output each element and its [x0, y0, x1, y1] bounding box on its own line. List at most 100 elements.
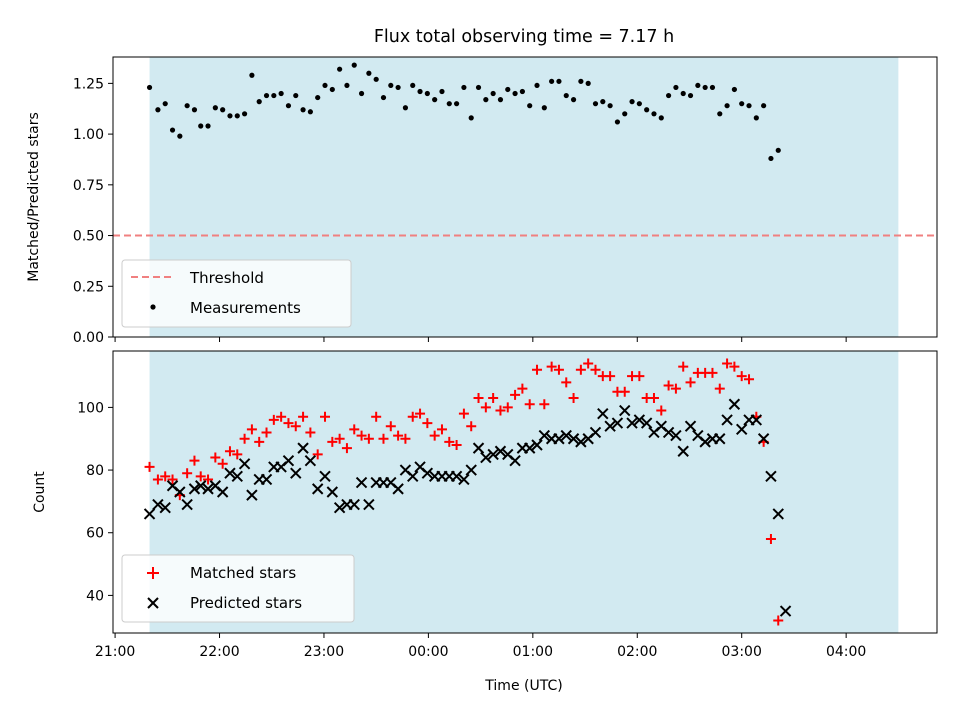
- predicted-star-point: [152, 498, 164, 511]
- matched-star-point: [480, 402, 491, 413]
- y-tick-label-count: 40: [86, 588, 104, 604]
- measurement-point: [424, 90, 430, 97]
- measurement-point: [300, 107, 306, 113]
- measurement-point: [673, 84, 679, 91]
- predicted-star-point: [765, 470, 777, 483]
- measurement-point: [709, 84, 716, 91]
- matched-star-point: [217, 458, 228, 469]
- predicted-star-point: [355, 476, 368, 489]
- measurement-point: [432, 97, 438, 103]
- x-tick-label: 04:00: [826, 644, 866, 660]
- predicted-star-point: [560, 429, 572, 442]
- measurement-point: [177, 133, 183, 139]
- measurement-point: [446, 101, 452, 107]
- predicted-star-point: [260, 473, 273, 486]
- matched-star-point: [356, 430, 367, 441]
- measurement-point: [329, 86, 335, 93]
- matched-star-point: [167, 474, 178, 485]
- measurement-point: [337, 66, 343, 72]
- y-tick-label-count: 60: [86, 526, 104, 542]
- matched-star-point: [458, 408, 469, 419]
- measurement-point: [468, 115, 474, 121]
- predicted-star-point: [670, 429, 682, 442]
- predicted-star-point: [458, 473, 470, 486]
- y-tick-label-ratio: 1.00: [73, 127, 104, 143]
- legend-count: Matched stars Predicted stars: [121, 554, 355, 623]
- matched-star-point: [773, 615, 784, 626]
- measurement-point: [373, 76, 379, 82]
- predicted-star-point: [333, 501, 346, 514]
- measurement-point: [155, 107, 161, 113]
- predicted-legend-label: Predicted stars: [190, 594, 302, 612]
- measurement-point: [680, 90, 686, 97]
- measurement-point: [739, 101, 745, 107]
- matched-star-point: [714, 383, 725, 394]
- predicted-star-point: [779, 605, 792, 617]
- predicted-star-point: [509, 454, 521, 467]
- predicted-star-point: [188, 483, 201, 495]
- matched-star-point: [678, 361, 689, 372]
- matched-star-point: [334, 433, 345, 444]
- x-tick-label: 23:00: [304, 644, 344, 660]
- matched-star-point: [765, 534, 776, 544]
- measurement-point: [607, 103, 613, 109]
- predicted-star-point: [195, 480, 207, 492]
- measurement-point: [307, 109, 313, 115]
- predicted-star-point: [699, 436, 711, 448]
- predicted-star-point: [531, 439, 543, 451]
- measurement-point: [191, 107, 198, 113]
- matched-star-point: [590, 364, 601, 375]
- measurement-point: [483, 97, 489, 103]
- matched-star-point: [407, 411, 418, 422]
- measurement-point: [651, 111, 657, 117]
- matched-star-point: [422, 418, 433, 429]
- measurement-point: [556, 78, 562, 84]
- predicted-star-point: [311, 483, 324, 495]
- measurement-point: [527, 103, 533, 109]
- predicted-star-point: [246, 489, 258, 501]
- measurement-point: [731, 86, 737, 93]
- matched-star-point: [371, 411, 382, 422]
- predicted-star-point: [589, 426, 602, 439]
- matched-star-point: [261, 427, 272, 438]
- measurement-point: [636, 101, 642, 107]
- matched-legend-label: Matched stars: [190, 564, 296, 582]
- predicted-star-point: [487, 448, 499, 461]
- measurement-point: [702, 84, 708, 91]
- matched-star-point: [152, 474, 163, 485]
- predicted-legend-swatch: [147, 597, 159, 609]
- predicted-star-point: [538, 429, 551, 442]
- matched-star-point: [722, 358, 733, 369]
- matched-star-point: [210, 452, 221, 463]
- measurement-point: [227, 113, 233, 119]
- measurement-point: [592, 101, 599, 107]
- measurement-point: [351, 62, 357, 68]
- predicted-star-point: [231, 470, 243, 483]
- x-tick-label: 00:00: [408, 644, 448, 660]
- measurement-point: [753, 115, 759, 121]
- matched-star-point: [685, 377, 696, 388]
- matched-star-point: [546, 361, 557, 372]
- matched-star-point: [648, 393, 659, 403]
- matched-star-point: [393, 430, 404, 441]
- predicted-star-point: [363, 498, 375, 511]
- matched-legend-swatch: [147, 567, 159, 579]
- measurement-point: [249, 72, 255, 78]
- measurement-point: [775, 147, 781, 153]
- matched-star-point: [429, 430, 440, 441]
- measurement-point: [358, 90, 365, 97]
- measurement-point: [768, 155, 774, 162]
- predicted-star-point: [523, 442, 536, 454]
- predicted-star-point: [421, 467, 434, 479]
- matched-star-point: [400, 433, 411, 444]
- flux-ratio-panel: Flux total observing time = 7.17 h 0.00 0…: [26, 27, 938, 346]
- matched-star-point: [553, 364, 564, 375]
- x-tick-label: 02:00: [617, 644, 657, 660]
- matched-star-point: [656, 405, 667, 416]
- measurement-point: [410, 82, 416, 89]
- measurement-point: [278, 90, 284, 97]
- axes-frame-count: [112, 350, 938, 634]
- matched-star-point: [744, 374, 755, 385]
- matched-star-point: [736, 371, 747, 382]
